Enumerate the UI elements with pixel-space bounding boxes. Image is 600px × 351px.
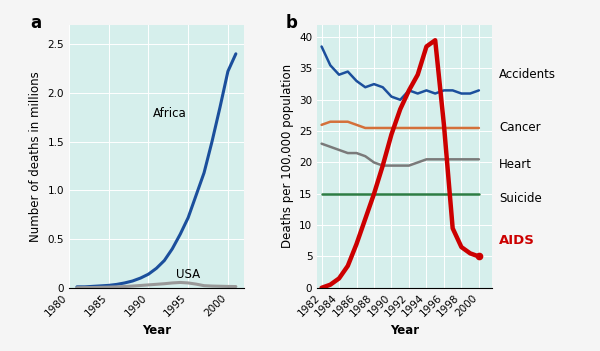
X-axis label: Year: Year	[390, 324, 419, 337]
Y-axis label: Number of deaths in millions: Number of deaths in millions	[29, 71, 42, 241]
Text: a: a	[31, 14, 41, 32]
Text: Suicide: Suicide	[499, 192, 542, 205]
Text: Cancer: Cancer	[499, 121, 541, 134]
Text: Africa: Africa	[152, 107, 186, 120]
Text: AIDS: AIDS	[499, 234, 535, 247]
Text: USA: USA	[176, 268, 200, 281]
Text: Accidents: Accidents	[499, 68, 556, 81]
Y-axis label: Deaths per 100,000 population: Deaths per 100,000 population	[281, 64, 293, 248]
Text: b: b	[286, 14, 298, 32]
Text: Heart: Heart	[499, 158, 532, 171]
X-axis label: Year: Year	[142, 324, 171, 337]
